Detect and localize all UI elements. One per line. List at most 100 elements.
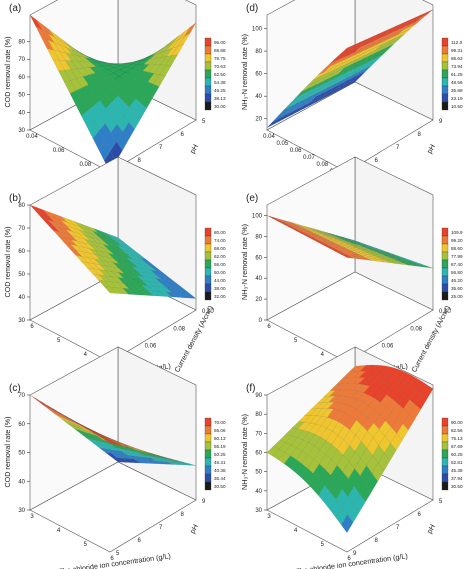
x-tick-label: 6 — [30, 324, 34, 330]
surface-cell — [390, 261, 403, 265]
legend-swatch — [204, 457, 212, 467]
legend-label: 109.9 — [451, 230, 463, 235]
z-axis-label: COD removal rate (%) — [3, 36, 12, 107]
legend-swatch — [204, 93, 212, 103]
legend-label: 50.25 — [214, 452, 226, 457]
y-tick-label: 0.08 — [410, 326, 422, 332]
legend-label: 38.00 — [214, 286, 226, 291]
z-tick-label: 30 — [18, 128, 25, 134]
legend-label: 46.25 — [214, 88, 226, 93]
legend-label: 60.25 — [451, 452, 463, 457]
legend-swatch — [204, 235, 212, 245]
y-axis-label: pH — [188, 143, 200, 155]
legend-label: 38.13 — [214, 96, 226, 101]
legend-swatch — [441, 101, 449, 111]
legend-swatch — [204, 283, 212, 293]
legend-swatch — [441, 227, 449, 237]
legend-label: 67.69 — [451, 444, 463, 449]
x-tick-label: 0.08 — [79, 162, 91, 168]
legend-swatch — [204, 227, 212, 237]
z-tick-label: 20 — [255, 117, 262, 123]
legend-label: 61.25 — [451, 72, 463, 77]
x-tick-label: 3 — [267, 514, 271, 520]
y-tick-label: 7 — [159, 145, 163, 151]
y-tick-label: 6 — [181, 132, 185, 138]
z-tick-label: 50 — [18, 451, 25, 457]
legend-label: 90.00 — [451, 420, 463, 425]
legend-label: 46.20 — [451, 278, 463, 283]
legend-label: 56.80 — [451, 270, 463, 275]
legend-swatch — [204, 45, 212, 55]
legend-label: 88.60 — [451, 246, 463, 251]
y-tick-label: 7 — [396, 145, 400, 151]
x-tick-label: 0.07 — [303, 155, 315, 161]
y-tick-label: 5 — [439, 499, 443, 505]
z-axis-label: COD removal rate (%) — [3, 416, 12, 487]
legend-swatch — [441, 93, 449, 103]
legend-swatch — [441, 275, 449, 285]
legend-label: 30.50 — [214, 484, 226, 489]
legend-swatch — [441, 465, 449, 475]
legend-label: 86.63 — [451, 56, 463, 61]
legend-label: 95.00 — [214, 40, 226, 45]
legend-swatch — [441, 53, 449, 63]
z-tick-label: 40 — [255, 489, 262, 495]
surface-cell — [103, 286, 117, 294]
legend-label: 44.00 — [214, 278, 226, 283]
surface-cell — [408, 404, 421, 420]
x-tick-label: 0.05 — [276, 141, 288, 147]
x-tick-label: 4 — [294, 528, 298, 534]
legend-swatch — [441, 481, 449, 491]
surface-cell — [184, 463, 197, 466]
legend-label: 10.50 — [451, 104, 463, 109]
panel-label: (b) — [9, 193, 21, 204]
y-axis-label: pH — [425, 143, 437, 155]
legend-label: 37.94 — [451, 476, 463, 481]
y-tick-label: 7 — [159, 525, 163, 531]
x-tick-label: 4 — [84, 352, 88, 358]
surface-cell — [347, 255, 360, 260]
z-tick-label: 30 — [18, 318, 25, 324]
legend-swatch — [204, 417, 212, 427]
z-tick-label: 30 — [18, 508, 25, 514]
legend-swatch — [204, 275, 212, 285]
surface-cell — [408, 14, 421, 23]
x-tick-label: 4 — [57, 528, 61, 534]
legend-label: 56.00 — [214, 262, 226, 267]
z-tick-label: 0 — [259, 318, 263, 324]
surface-cell — [390, 433, 403, 451]
surface-cell — [353, 39, 366, 48]
z-tick-label: 20 — [255, 297, 262, 303]
legend-label: 78.75 — [214, 56, 226, 61]
legend-label: 99.31 — [451, 48, 463, 53]
y-tick-label: 9 — [353, 551, 357, 557]
legend-label: 52.81 — [451, 460, 463, 465]
z-tick-label: 60 — [18, 75, 25, 81]
legend-swatch — [204, 37, 212, 47]
legend-swatch — [204, 61, 212, 71]
surface-cell — [384, 25, 397, 34]
legend-swatch — [441, 45, 449, 55]
y-tick-label: 0.10 — [439, 309, 451, 315]
legend-swatch — [441, 251, 449, 261]
legend-label: 25.00 — [451, 294, 463, 299]
x-tick-label: 0.06 — [290, 148, 302, 154]
z-axis-label: NH₃-N removal rate (%) — [240, 224, 249, 300]
legend-swatch — [441, 449, 449, 459]
y-tick-label: 5 — [202, 119, 206, 125]
z-axis-label: NH₃-N removal rate (%) — [240, 414, 249, 490]
panel-label: (a) — [9, 3, 21, 14]
y-tick-label: 6 — [418, 512, 422, 518]
surface-cell — [378, 28, 391, 37]
x-axis-label: The chloride ion concentration (g/L) — [295, 551, 408, 569]
legend-swatch — [204, 441, 212, 451]
legend-label: 62.00 — [214, 254, 226, 259]
z-tick-label: 70 — [255, 431, 262, 437]
legend-label: 70.00 — [214, 420, 226, 425]
z-tick-label: 50 — [18, 272, 25, 278]
legend-swatch — [441, 291, 449, 301]
legend-swatch — [441, 243, 449, 253]
x-tick-label: 6 — [347, 556, 351, 562]
y-tick-label: 8 — [138, 158, 142, 164]
